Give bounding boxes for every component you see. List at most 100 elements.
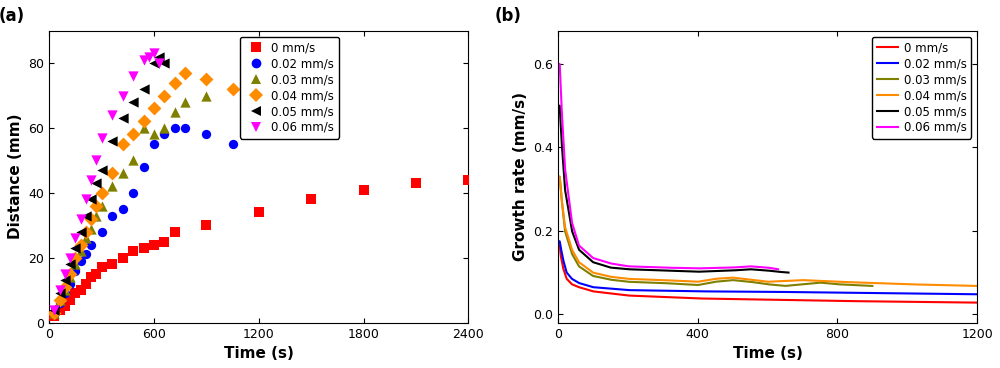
0.04 mm/s (94, 190, 110, 196)
0.03 mm/s (104, 183, 120, 189)
0.02 mm/s (574, 281, 586, 286)
0.03 mm/s (552, 174, 564, 179)
0.05 mm/s (67, 245, 83, 251)
Legend: 0 mm/s, 0.02 mm/s, 0.03 mm/s, 0.04 mm/s, 0.05 mm/s, 0.06 mm/s: 0 mm/s, 0.02 mm/s, 0.03 mm/s, 0.04 mm/s,… (240, 36, 339, 139)
0.06 mm/s (83, 177, 99, 183)
X-axis label: Time (s): Time (s) (733, 346, 803, 361)
0 mm/s (251, 209, 267, 215)
0.03 mm/s (88, 213, 104, 219)
0.05 mm/s (125, 99, 141, 105)
0.05 mm/s (156, 60, 172, 66)
0.04 mm/s (225, 86, 241, 92)
0.05 mm/s (136, 86, 152, 92)
0.03 mm/s (136, 125, 152, 131)
0.02 mm/s (73, 258, 89, 264)
0 mm/s (198, 222, 214, 228)
Line: 0.05 mm/s: 0.05 mm/s (558, 106, 789, 273)
0 mm/s (46, 313, 62, 319)
0 mm/s (167, 229, 183, 235)
0 mm/s (959, 300, 971, 305)
0.05 mm/s (46, 307, 62, 312)
0.04 mm/s (167, 79, 183, 85)
0.02 mm/s (146, 141, 162, 147)
0.05 mm/s (94, 167, 110, 173)
0.03 mm/s (156, 125, 172, 131)
0.02 mm/s (46, 310, 62, 316)
0.03 mm/s (94, 203, 110, 209)
0.02 mm/s (125, 190, 141, 196)
0.06 mm/s (766, 266, 778, 270)
0.06 mm/s (104, 112, 120, 118)
0.05 mm/s (73, 229, 89, 235)
0.02 mm/s (177, 125, 193, 131)
0.03 mm/s (125, 158, 141, 163)
0.03 mm/s (167, 109, 183, 115)
0 mm/s (136, 245, 152, 251)
0.02 mm/s (62, 281, 78, 287)
0.06 mm/s (725, 265, 737, 270)
0.06 mm/s (78, 197, 94, 202)
0.04 mm/s (959, 283, 971, 288)
0.05 mm/s (783, 270, 795, 275)
0.04 mm/s (52, 297, 68, 303)
0.04 mm/s (552, 174, 564, 179)
0.06 mm/s (136, 57, 152, 63)
0.06 mm/s (653, 265, 665, 270)
0 mm/s (756, 297, 768, 302)
0.02 mm/s (83, 242, 99, 248)
0.02 mm/s (959, 292, 971, 296)
0.05 mm/s (734, 268, 746, 272)
0.06 mm/s (94, 135, 110, 141)
0.05 mm/s (552, 103, 564, 108)
0.05 mm/s (658, 268, 670, 273)
0.05 mm/s (62, 261, 78, 267)
0.02 mm/s (745, 290, 757, 294)
0.04 mm/s (198, 76, 214, 82)
0.03 mm/s (52, 297, 68, 303)
0.04 mm/s (62, 271, 78, 277)
0.05 mm/s (78, 213, 94, 219)
0.04 mm/s (136, 118, 152, 124)
Legend: 0 mm/s, 0.02 mm/s, 0.03 mm/s, 0.04 mm/s, 0.05 mm/s, 0.06 mm/s: 0 mm/s, 0.02 mm/s, 0.03 mm/s, 0.04 mm/s,… (872, 36, 971, 139)
0.03 mm/s (62, 274, 78, 280)
0.03 mm/s (697, 282, 709, 286)
0 mm/s (94, 265, 110, 270)
0.06 mm/s (57, 271, 73, 277)
0.06 mm/s (125, 73, 141, 79)
0.02 mm/s (78, 252, 94, 258)
0.03 mm/s (78, 235, 94, 241)
0.04 mm/s (57, 284, 73, 290)
0.05 mm/s (115, 115, 131, 121)
Y-axis label: Distance (mm): Distance (mm) (8, 114, 23, 239)
0.06 mm/s (564, 202, 576, 206)
0 mm/s (552, 243, 564, 248)
0.04 mm/s (125, 131, 141, 137)
0.02 mm/s (136, 164, 152, 170)
0.04 mm/s (756, 279, 768, 283)
Text: (a): (a) (0, 7, 25, 25)
0 mm/s (57, 304, 73, 309)
0.04 mm/s (959, 283, 971, 288)
0.06 mm/s (659, 265, 671, 270)
0 mm/s (959, 300, 971, 305)
0.05 mm/s (564, 217, 576, 222)
0.04 mm/s (73, 242, 89, 248)
0.06 mm/s (88, 158, 104, 163)
0.03 mm/s (115, 170, 131, 176)
0.03 mm/s (568, 256, 580, 260)
0.02 mm/s (94, 229, 110, 235)
0 mm/s (356, 187, 372, 192)
0.04 mm/s (971, 284, 983, 288)
0.04 mm/s (115, 141, 131, 147)
0 mm/s (882, 299, 894, 304)
X-axis label: Time (s): Time (s) (224, 346, 294, 361)
0.06 mm/s (73, 216, 89, 222)
0 mm/s (62, 297, 78, 303)
0.03 mm/s (705, 280, 717, 285)
0.02 mm/s (57, 290, 73, 296)
0.04 mm/s (46, 310, 62, 316)
Line: 0.06 mm/s: 0.06 mm/s (558, 64, 778, 269)
0.03 mm/s (857, 283, 869, 288)
0 mm/s (104, 261, 120, 267)
0.05 mm/s (57, 277, 73, 283)
